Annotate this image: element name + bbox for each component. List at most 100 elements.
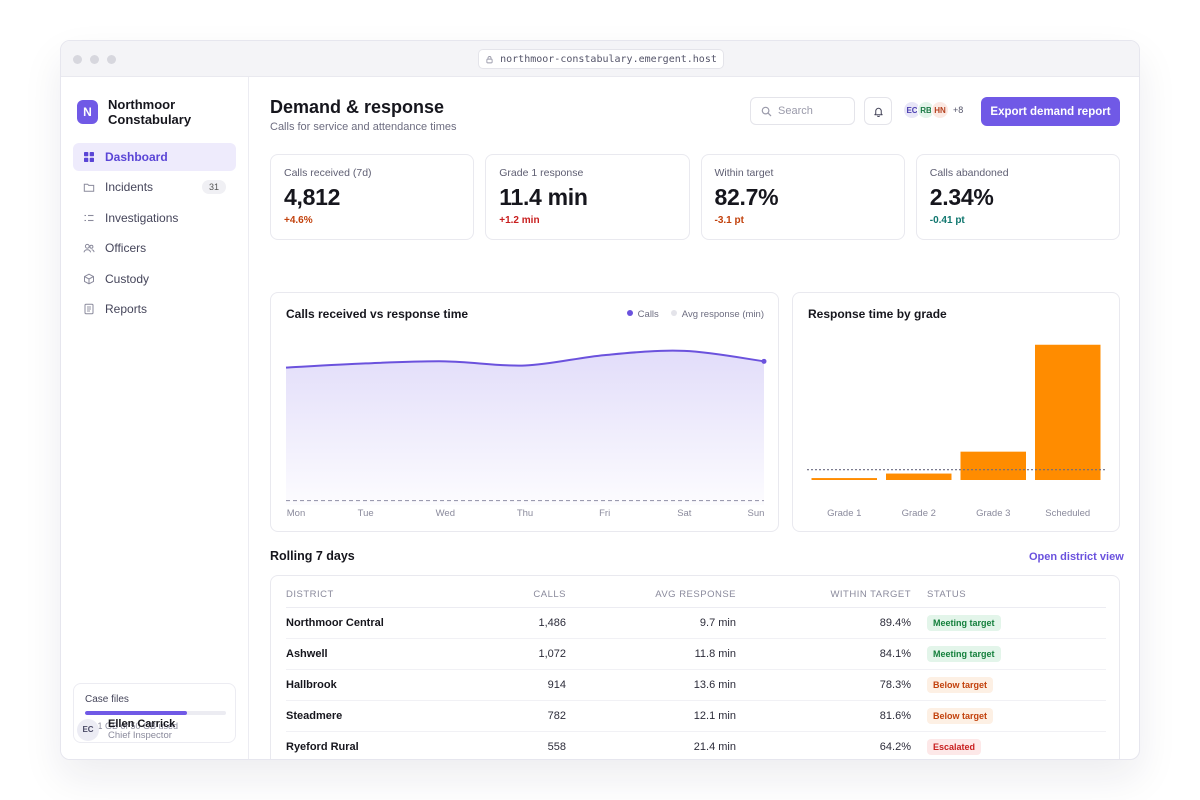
column-header-within-target[interactable]: WITHIN TARGET bbox=[736, 582, 911, 608]
district-cell: Ashwell bbox=[286, 638, 486, 670]
table-row[interactable]: Hallbrook 914 13.6 min 78.3% Below target bbox=[286, 669, 1106, 701]
kpi-value: 4,812 bbox=[284, 184, 341, 210]
table-row[interactable]: Northmoor Central 1,486 9.7 min 89.4% Meetin… bbox=[286, 607, 1106, 639]
avg-response-cell: 9.7 min bbox=[566, 607, 736, 639]
avg-response-cell: 12.1 min bbox=[566, 700, 736, 732]
brand-logo: N bbox=[77, 100, 98, 124]
url-text: northmoor-constabulary.emergent.host bbox=[500, 53, 717, 65]
users-icon bbox=[83, 244, 95, 253]
calls-line bbox=[285, 349, 765, 369]
x-tick-label: Grade 1 bbox=[827, 508, 861, 519]
kpi-value: 2.34% bbox=[929, 184, 994, 210]
kpi-label: Grade 1 response bbox=[499, 167, 584, 179]
kpi-value: 11.4 min bbox=[499, 184, 588, 210]
district-table: DISTRICT CALLS AVG RESPONSE WITHIN TARGE… bbox=[286, 582, 1106, 759]
grid-icon bbox=[84, 152, 94, 162]
status-badge: Meeting target bbox=[927, 614, 1001, 631]
search-placeholder: Search bbox=[778, 105, 813, 117]
sidebar-item-incidents[interactable]: Incidents 31 bbox=[73, 173, 236, 201]
sidebar-item-custody[interactable]: Custody bbox=[73, 265, 236, 293]
status-cell: Meeting target bbox=[911, 607, 1106, 639]
status-badge: Below target bbox=[927, 707, 994, 724]
close-dot[interactable] bbox=[73, 55, 82, 64]
grade-chart-card: Response time by grade Grade 1 Grade 2 Gra… bbox=[792, 292, 1120, 532]
x-tick-label: Grade 2 bbox=[902, 508, 936, 519]
grade-bar[interactable] bbox=[886, 473, 952, 480]
title-bar: northmoor-constabulary.emergent.host bbox=[61, 41, 1139, 77]
sidebar-item-reports[interactable]: Reports bbox=[73, 295, 236, 323]
x-tick-label: Sat bbox=[677, 508, 692, 519]
grade-bar[interactable] bbox=[811, 478, 878, 480]
status-cell: Meeting target bbox=[911, 638, 1106, 670]
sidebar-item-dashboard[interactable]: Dashboard bbox=[73, 143, 236, 171]
status-cell: Below target bbox=[911, 669, 1106, 701]
column-header-status[interactable]: STATUS bbox=[911, 582, 1106, 608]
kpi-card: Within target 82.7% -3.1 pt bbox=[700, 154, 905, 240]
main-content: Demand & response Calls for service and … bbox=[250, 77, 1139, 759]
within-target-cell: 89.4% bbox=[736, 607, 911, 639]
grade-bar[interactable] bbox=[960, 451, 1027, 480]
page-title: Demand & response bbox=[270, 97, 445, 117]
status-badge: Below target bbox=[927, 676, 994, 693]
legend-item: Calls bbox=[626, 309, 659, 320]
storage-text: 36.1 GB of 50 GB used bbox=[85, 721, 179, 731]
avatar: EC bbox=[77, 718, 99, 741]
open-district-view-link[interactable]: Open district view bbox=[1029, 551, 1124, 563]
kpi-delta: -3.1 pt bbox=[714, 215, 744, 226]
within-target-cell: 81.6% bbox=[736, 700, 911, 732]
calls-cell: 782 bbox=[486, 700, 566, 732]
user-profile[interactable]: EC Ellen Carrick Chief Inspector bbox=[77, 718, 175, 741]
x-tick-label: Scheduled bbox=[1045, 508, 1090, 519]
maximize-dot[interactable] bbox=[107, 55, 116, 64]
minimize-dot[interactable] bbox=[90, 55, 99, 64]
calls-cell: 558 bbox=[547, 740, 566, 753]
x-tick-label: Thu bbox=[517, 508, 533, 519]
search-input[interactable]: Search bbox=[750, 97, 855, 125]
count-badge: 31 bbox=[201, 180, 226, 195]
table-row[interactable]: Ryeford Rural 558 21.4 min 64.2% Escalated bbox=[286, 731, 1106, 759]
kpi-delta: -0.41 pt bbox=[929, 215, 965, 226]
column-header-calls[interactable]: CALLS bbox=[486, 582, 566, 608]
column-header-district[interactable]: DISTRICT bbox=[286, 582, 486, 608]
column-header-avg-response[interactable]: AVG RESPONSE bbox=[566, 582, 736, 608]
kpi-delta: +1.2 min bbox=[499, 215, 540, 226]
sidebar-item-label: Dashboard bbox=[105, 150, 168, 164]
storage-progress bbox=[85, 711, 226, 715]
x-tick-label: Fri bbox=[599, 508, 610, 519]
calls-chart-card: Calls received vs response time Calls Avg… bbox=[270, 292, 779, 532]
calls-point[interactable] bbox=[761, 358, 767, 364]
table-row[interactable]: Ashwell 1,072 11.8 min 84.1% Meeting target bbox=[286, 638, 1106, 670]
grade-bar[interactable] bbox=[1035, 344, 1101, 480]
storage-title: Case files bbox=[85, 694, 129, 705]
x-tick-label: Tue bbox=[358, 508, 374, 519]
calls-cell: 1,072 bbox=[486, 638, 566, 670]
document-icon bbox=[84, 303, 94, 315]
sidebar-item-label: Investigations bbox=[105, 210, 179, 225]
team-avatars[interactable]: EC RB HN +8 bbox=[903, 101, 963, 119]
within-target-cell: 78.3% bbox=[736, 669, 911, 701]
sidebar-item-officers[interactable]: Officers bbox=[73, 234, 236, 262]
kpi-label: Within target bbox=[714, 167, 774, 179]
export-demand-report-button[interactable]: Export demand report bbox=[981, 97, 1120, 126]
avg-response-cell: 21.4 min bbox=[693, 740, 736, 753]
lock-icon bbox=[486, 55, 493, 63]
user-role: Chief Inspector bbox=[108, 730, 172, 741]
sidebar-item-label: Incidents bbox=[105, 180, 154, 195]
x-tick-label: Wed bbox=[436, 508, 455, 519]
district-cell: Steadmere bbox=[286, 700, 486, 732]
grade-chart-title: Response time by grade bbox=[808, 307, 947, 321]
x-tick-label: Grade 3 bbox=[976, 508, 1010, 519]
notifications-button[interactable] bbox=[864, 97, 892, 125]
window-controls bbox=[73, 55, 116, 64]
legend-swatch bbox=[626, 310, 633, 316]
address-bar[interactable]: northmoor-constabulary.emergent.host bbox=[478, 49, 724, 69]
brand[interactable]: N Northmoor Constabulary bbox=[77, 97, 208, 127]
table-row[interactable]: Steadmere 782 12.1 min 81.6% Below target bbox=[286, 700, 1106, 732]
page-subtitle: Calls for service and attendance times bbox=[270, 121, 457, 133]
within-target-cell: 84.1% bbox=[736, 638, 911, 670]
sidebar-item-investigations[interactable]: Investigations bbox=[73, 204, 236, 232]
x-tick-label: Sun bbox=[748, 508, 765, 519]
kpi-label: Calls abandoned bbox=[929, 167, 1009, 179]
list-icon bbox=[84, 214, 94, 221]
kpi-card: Calls received (7d) 4,812 +4.6% bbox=[270, 154, 475, 240]
